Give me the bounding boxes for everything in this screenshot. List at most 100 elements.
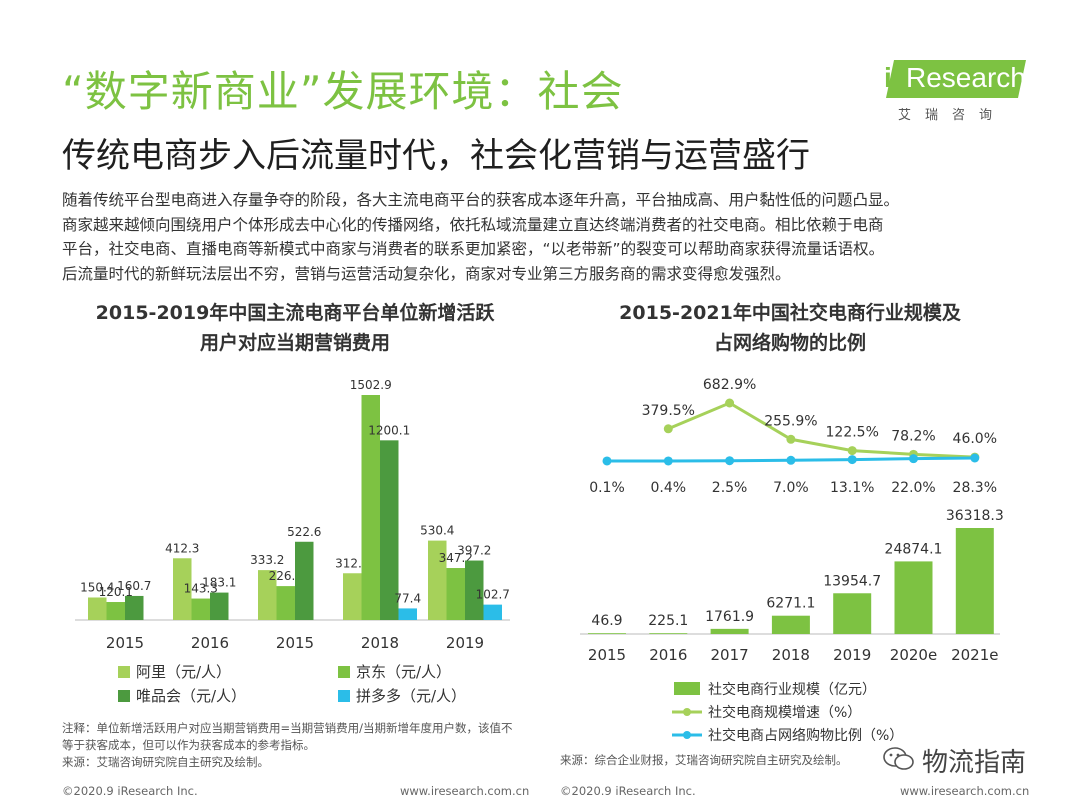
chart1-legend-label: 唯品会（元/人） bbox=[136, 687, 246, 705]
chart2-x-tick: 2015 bbox=[588, 646, 626, 664]
logo-banner-icon bbox=[886, 60, 1026, 98]
chart1-data-label: 347.2 bbox=[439, 551, 473, 565]
chart2-bar-label: 1761.9 bbox=[705, 609, 754, 625]
chart2-legend-label: 社交电商行业规模（亿元） bbox=[708, 681, 876, 698]
chart2-share-point bbox=[725, 456, 735, 466]
chart1-data-label: 150.4 bbox=[80, 580, 114, 594]
source-line: 来源：艾瑞咨询研究院自主研究及绘制。 bbox=[62, 755, 269, 769]
chart1-data-label: 333.2 bbox=[250, 553, 284, 567]
chart2-growth-point bbox=[786, 434, 796, 444]
chart2-bar bbox=[649, 633, 688, 634]
footer-site: www.iresearch.com.cn bbox=[900, 784, 1030, 798]
chart2-bar bbox=[588, 633, 626, 634]
chart1-data-label: 530.4 bbox=[420, 524, 454, 538]
chart2-share-label: 0.4% bbox=[651, 480, 687, 496]
chart2-legend-bar-swatch bbox=[674, 682, 700, 695]
wechat-icon bbox=[883, 747, 914, 770]
footer-copyright: ©2020.9 iResearch Inc. bbox=[560, 784, 696, 798]
chart2-share-label: 2.5% bbox=[712, 480, 748, 496]
chart2-share-point bbox=[786, 455, 796, 465]
chart2-x-tick: 2017 bbox=[711, 646, 749, 664]
chart1-data-label: 312.2 bbox=[335, 556, 369, 570]
chart2-title-line: 占网络购物的比例 bbox=[713, 332, 866, 354]
chart2-bar bbox=[894, 561, 933, 634]
chart2-x-tick: 2020e bbox=[890, 646, 937, 664]
chart1-bar bbox=[428, 540, 447, 620]
chart2-bar-label: 6271.1 bbox=[766, 596, 815, 612]
chart1-bar bbox=[295, 541, 314, 620]
logo-word: Research bbox=[906, 62, 1026, 93]
chart1-legend-swatch bbox=[338, 690, 350, 702]
chart1-data-label: 102.7 bbox=[476, 588, 510, 602]
chart2-share-point bbox=[663, 456, 673, 466]
chart2-share-point bbox=[970, 453, 980, 463]
chart1-legend-label: 京东（元/人） bbox=[356, 663, 451, 681]
intro-paragraph: 随着传统平台型电商进入存量争夺的阶段，各大主流电商平台的获客成本逐年升高，平台抽… bbox=[62, 188, 1047, 286]
chart2-bar-label: 225.1 bbox=[648, 613, 688, 629]
chart1-bar bbox=[258, 570, 277, 620]
logo-i: i bbox=[884, 62, 892, 93]
chart2-growth-point bbox=[663, 424, 673, 434]
chart1-title: 2015-2019年中国主流电商平台单位新增活跃 用户对应当期营销费用 bbox=[60, 298, 530, 358]
chart2-x-tick: 2019 bbox=[833, 646, 871, 664]
chart2-legend-share-dot bbox=[683, 731, 691, 739]
chart1-bar bbox=[343, 573, 362, 620]
footer-copyright: ©2020.9 iResearch Inc. bbox=[62, 784, 198, 798]
chart1-data-label: 183.1 bbox=[202, 576, 236, 590]
chart2-growth-label: 682.9% bbox=[703, 377, 756, 393]
chart2-growth-point bbox=[847, 446, 857, 456]
chart2-growth-label: 255.9% bbox=[764, 413, 817, 429]
chart1-data-label: 77.4 bbox=[394, 591, 421, 605]
chart2-growth-label: 122.5% bbox=[826, 425, 879, 441]
logo-chinese: 艾瑞咨询 bbox=[898, 108, 1007, 123]
chart1-bar bbox=[106, 602, 125, 620]
chart1-legend-swatch bbox=[338, 666, 350, 678]
intro-line: 平台，社交电商、直播电商等新模式中商家与消费者的联系更加紧密，“以老带新”的裂变… bbox=[62, 240, 885, 258]
chart1-data-label: 226.4 bbox=[269, 569, 303, 583]
chart1-data-label: 1502.9 bbox=[350, 378, 392, 392]
chart1-bar bbox=[88, 597, 107, 620]
chart1-legend-swatch bbox=[118, 666, 130, 678]
page-title: “数字新商业”发展环境：社会 bbox=[62, 67, 624, 116]
chart1-x-tick: 2015 bbox=[106, 634, 144, 652]
intro-line: 后流量时代的新鲜玩法层出不穷，营销与运营活动复杂化，商家对专业第三方服务商的需求… bbox=[62, 264, 791, 283]
chart2-title-line: 2015-2021年中国社交电商行业规模及 bbox=[619, 302, 961, 324]
chart2-bar-label: 24874.1 bbox=[885, 541, 943, 557]
chart2-growth-label: 46.0% bbox=[953, 431, 997, 447]
chart1-bar bbox=[173, 558, 192, 620]
chart2-bar bbox=[771, 615, 810, 634]
chart2-share-label: 13.1% bbox=[830, 480, 874, 496]
chart2-x-tick: 2021e bbox=[951, 646, 998, 664]
chart1-x-tick: 2016 bbox=[191, 634, 229, 652]
chart2-growth-line bbox=[667, 401, 975, 459]
chart2-bar bbox=[710, 628, 749, 634]
chart1-data-label: 160.7 bbox=[117, 579, 151, 593]
chart1-data-label: 522.6 bbox=[287, 525, 321, 539]
chart1-note: 注释：单位新增活跃用户对应当期营销费用=当期营销费用/当期新增年度用户数，该值不… bbox=[62, 720, 537, 771]
chart2-legend-growth-dot bbox=[683, 708, 691, 716]
chart1-data-label: 120.1 bbox=[99, 585, 133, 599]
chart2-bar bbox=[955, 528, 994, 634]
chart2-growth-label: 379.5% bbox=[642, 403, 695, 419]
chart1-bar bbox=[276, 586, 295, 620]
chart2-growth-label: 78.2% bbox=[891, 428, 935, 444]
watermark-text: 物流指南 bbox=[922, 748, 1027, 778]
chart2-share-label: 28.3% bbox=[953, 480, 997, 496]
chart2-svg: 46.9 2015 225.1 2016 1761.9 2017 6271.1 2018 139… bbox=[580, 377, 1004, 744]
chart2-share-point bbox=[909, 454, 918, 464]
chart1-legend-label: 拼多多（元/人） bbox=[356, 687, 466, 705]
chart2-share-label: 0.1% bbox=[589, 480, 625, 496]
chart1-bar bbox=[191, 598, 210, 620]
chart1-legend-label: 阿里（元/人） bbox=[136, 663, 231, 681]
chart1-data-label: 143.3 bbox=[184, 582, 218, 596]
chart1-data-label: 1200.1 bbox=[368, 423, 410, 437]
iresearch-logo: i Research 艾瑞咨询 bbox=[880, 56, 1030, 126]
chart1-x-tick: 2018 bbox=[361, 634, 399, 652]
chart2-share-label: 7.0% bbox=[773, 480, 809, 496]
chart1-bar bbox=[446, 568, 465, 620]
chart1-bar bbox=[483, 604, 502, 620]
chart1-bar bbox=[125, 595, 144, 620]
footer-site: www.iresearch.com.cn bbox=[400, 784, 530, 798]
chart1-title-line: 2015-2019年中国主流电商平台单位新增活跃 bbox=[95, 302, 495, 324]
chart2-share-point bbox=[602, 456, 612, 466]
